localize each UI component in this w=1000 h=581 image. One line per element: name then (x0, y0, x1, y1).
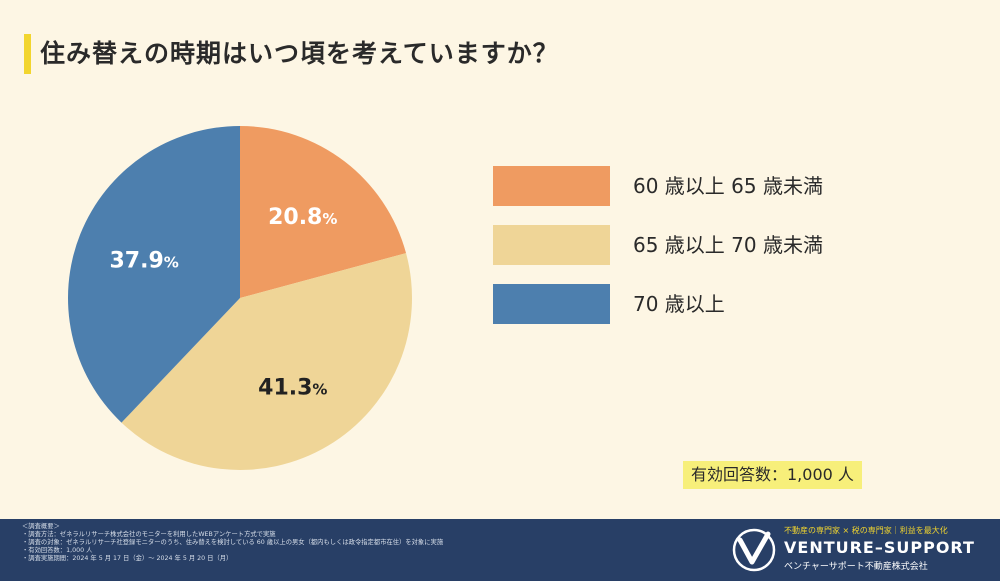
pie-slice (121, 253, 413, 470)
legend-swatch (493, 225, 610, 265)
survey-note: ＜調査概要＞ (22, 523, 60, 530)
pie-slice (68, 126, 240, 423)
pie-slice (240, 126, 407, 298)
brand-tagline: 不動産の専門家 × 税の専門家｜利益を最大化 (784, 526, 948, 535)
footer: ＜調査概要＞ ・調査方法：ゼネラルリサーチ株式会社のモニターを利用したWEBアン… (0, 519, 1000, 581)
legend-label: 65 歳以上 70 歳未満 (633, 233, 823, 257)
survey-note: ・調査方法：ゼネラルリサーチ株式会社のモニターを利用したWEBアンケート方式で実… (22, 530, 276, 538)
survey-notes: ＜調査概要＞ ・調査方法：ゼネラルリサーチ株式会社のモニターを利用したWEBアン… (22, 523, 443, 563)
brand-name: VENTURE–SUPPORT (784, 538, 975, 557)
slice-value-label: 41.3% (258, 376, 327, 401)
chart-title: 住み替えの時期はいつ頃を考えていますか？ (40, 39, 559, 68)
legend-label: 60 歳以上 65 歳未満 (633, 174, 823, 198)
slice-value-label: 20.8% (268, 205, 337, 230)
survey-note: ・調査の対象：ゼネラルリサーチ社登録モニターのうち、住み替えを検討している 60… (22, 538, 444, 546)
pie-chart: 20.8% 41.3% 37.9% (68, 126, 413, 470)
survey-note: ・調査実施期間：2024 年 5 月 17 日（金）～ 2024 年 5 月 2… (22, 554, 233, 562)
legend-swatch (493, 166, 610, 206)
venture-support-logo-icon (732, 528, 776, 572)
title-accent-bar (24, 34, 31, 74)
brand-company-name: ベンチャーサポート不動産株式会社 (784, 562, 928, 572)
legend-swatch (493, 284, 610, 324)
legend-label: 70 歳以上 (633, 292, 725, 316)
respondent-count: 有効回答数：1,000 人 (683, 461, 862, 489)
slice-value-label: 37.9% (110, 249, 179, 274)
survey-note: ・有効回答数：1,000 人 (22, 546, 93, 554)
